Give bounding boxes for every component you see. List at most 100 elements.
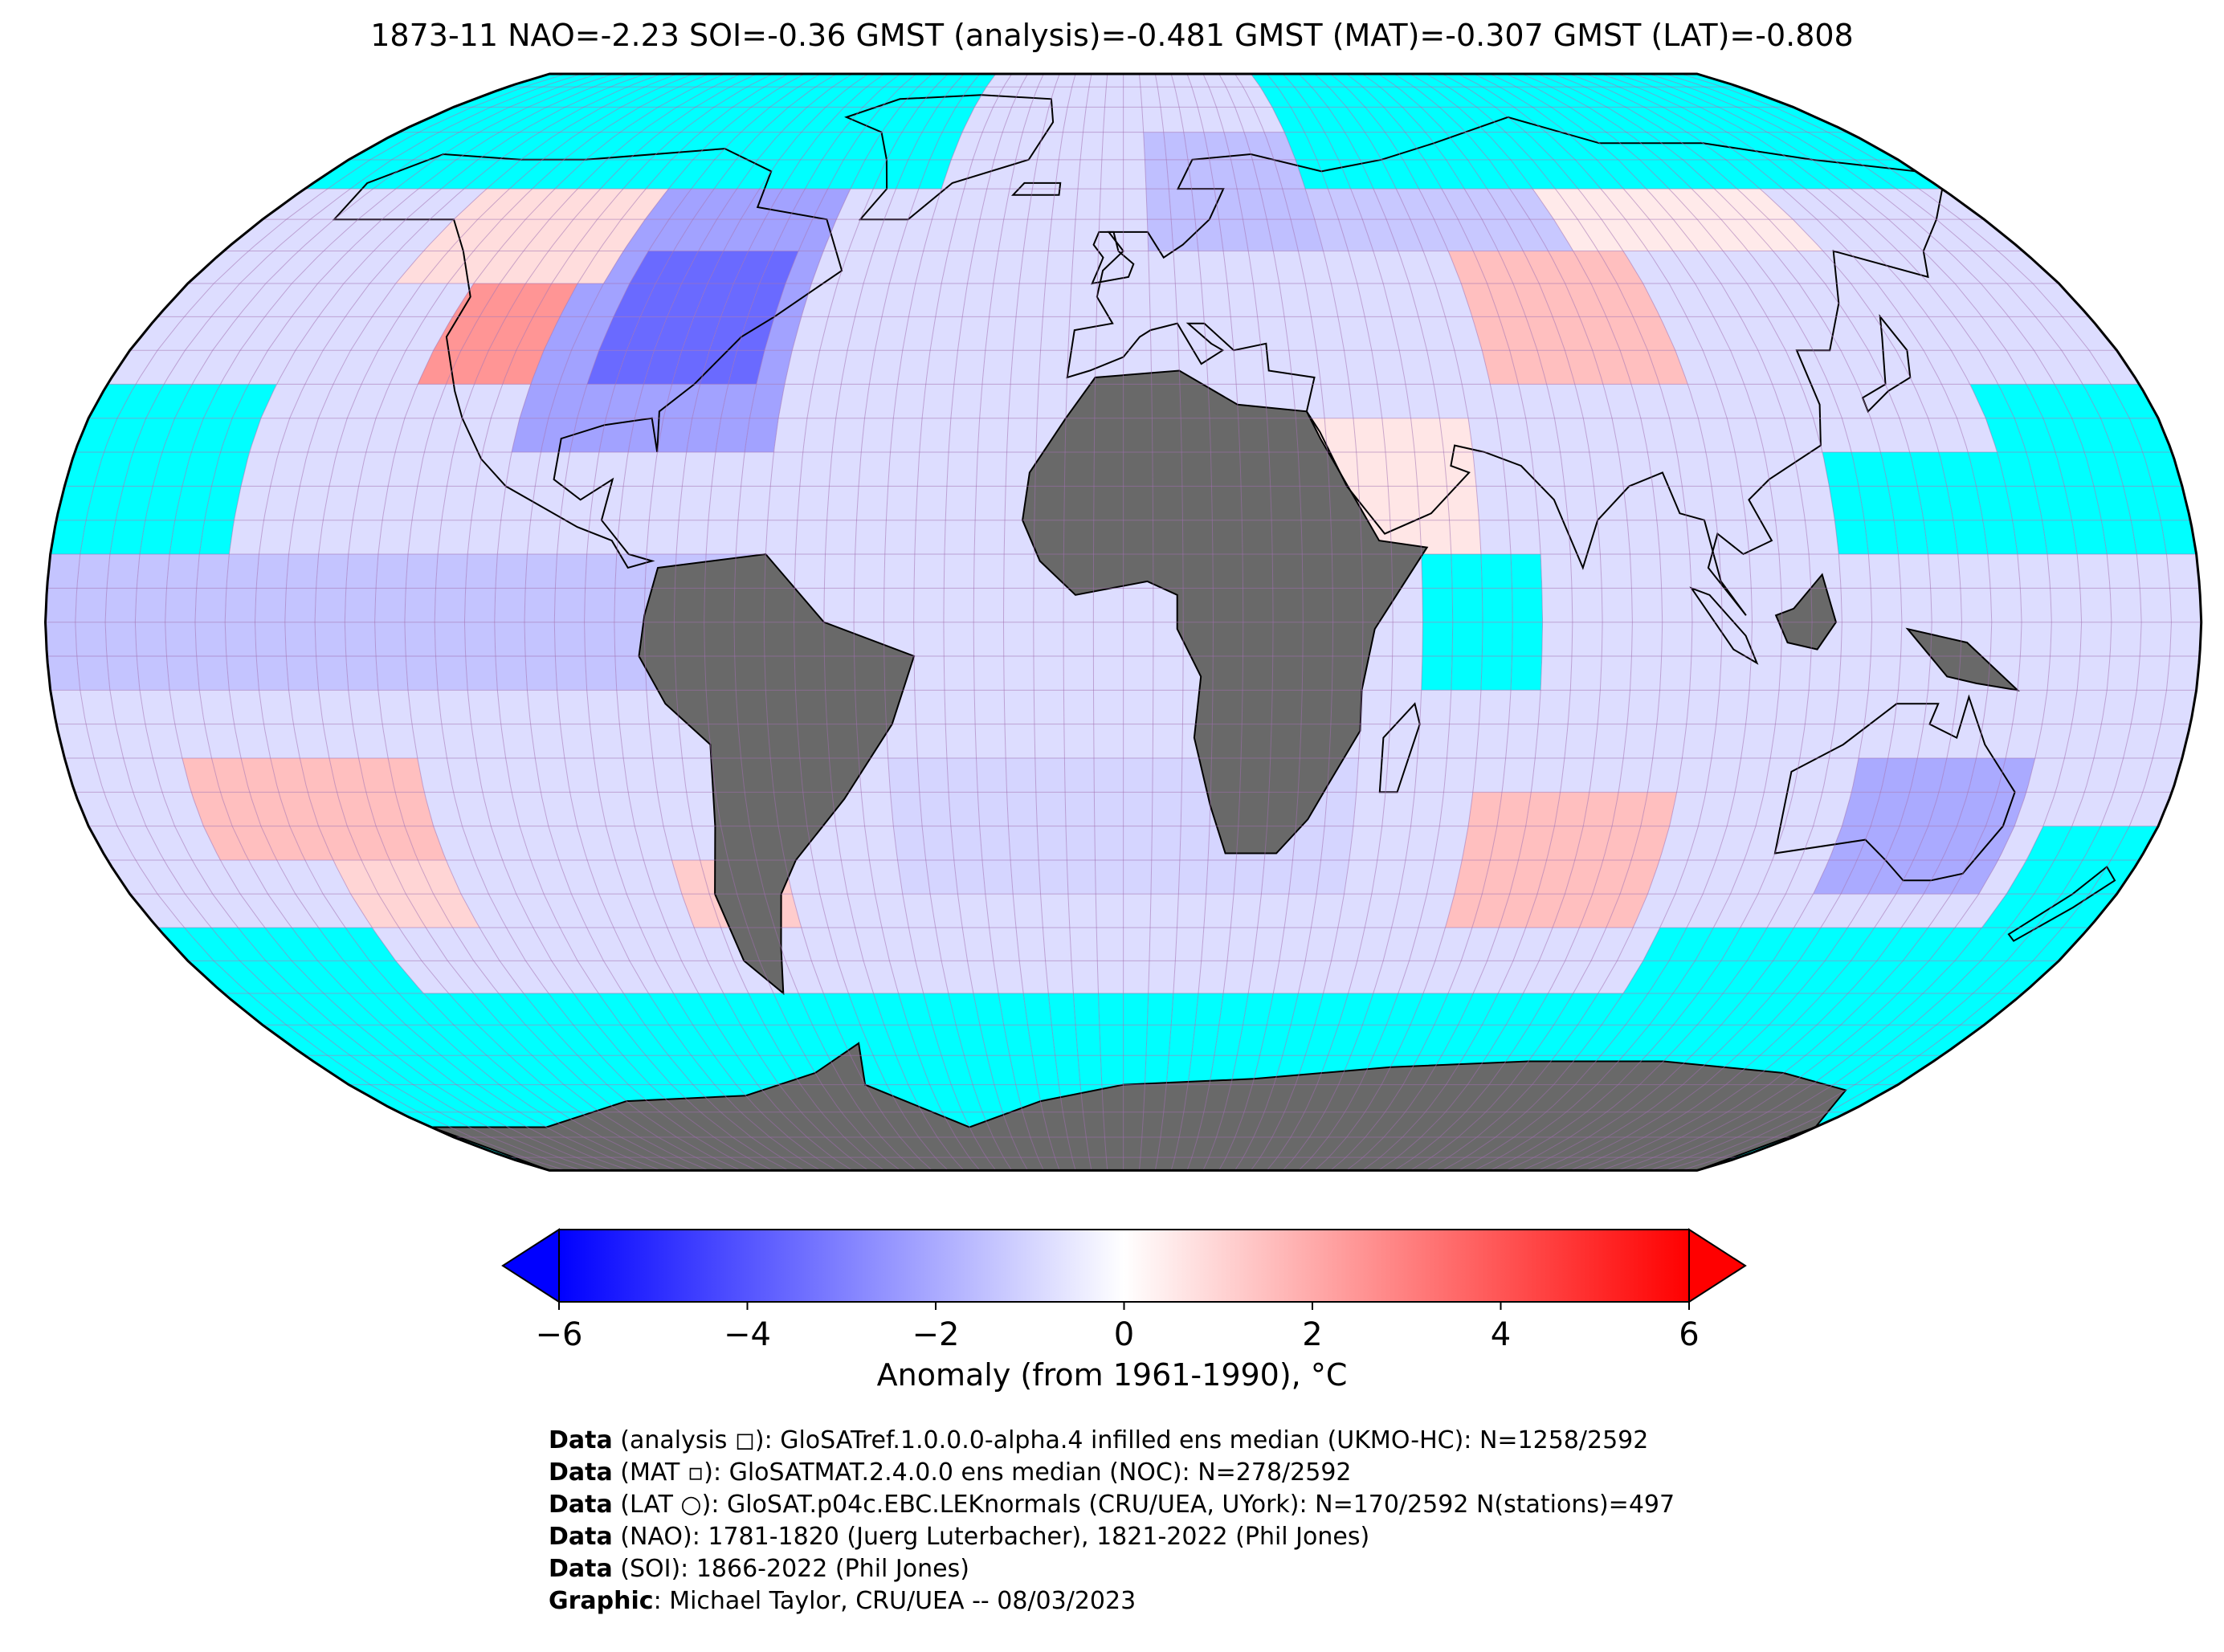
grid-cell	[737, 316, 775, 351]
grid-cell	[1946, 724, 1983, 758]
grid-cell	[1279, 283, 1312, 317]
grid-cell	[1100, 1055, 1124, 1085]
grid-cell	[214, 961, 274, 993]
grid-cell	[873, 219, 908, 251]
grid-cell	[1640, 792, 1677, 826]
grid-cell	[1169, 1025, 1195, 1056]
grid-cell	[1073, 219, 1100, 251]
grid-cell	[1320, 384, 1353, 418]
grid-cell	[1446, 159, 1487, 190]
grid-cell	[1669, 189, 1721, 220]
grid-cell	[212, 316, 265, 351]
grid-cell	[1574, 826, 1613, 860]
grid-cell	[467, 520, 501, 554]
grid-cell	[1402, 159, 1443, 190]
grid-cell	[1735, 758, 1771, 793]
grid-cell	[214, 251, 274, 283]
grid-cell	[1790, 1055, 1851, 1085]
grid-cell	[859, 758, 891, 793]
grid-cell	[1155, 74, 1175, 88]
grid-cell	[1773, 384, 1814, 418]
grid-cell	[953, 860, 985, 895]
grid-cell	[1257, 894, 1289, 928]
grid-cell	[105, 622, 137, 656]
grid-cell	[1578, 189, 1626, 220]
grid-cell	[1461, 928, 1500, 961]
grid-cell	[575, 74, 630, 88]
grid-cell	[406, 656, 439, 691]
grid-cell	[523, 993, 573, 1026]
grid-cell	[463, 159, 521, 190]
grid-cell	[621, 1025, 669, 1056]
grid-cell	[557, 74, 614, 88]
colorbar-tick-label: −2	[912, 1316, 960, 1353]
grid-cell	[658, 87, 712, 108]
grid-cell	[692, 1025, 737, 1056]
grid-cell	[157, 894, 211, 928]
grid-cell	[1564, 724, 1598, 758]
grid-cell	[549, 1025, 601, 1056]
grid-cell	[2055, 384, 2101, 418]
grid-cell	[323, 316, 373, 351]
grid-cell	[1223, 961, 1254, 993]
grid-cell	[1594, 724, 1628, 758]
grid-cell	[1919, 1025, 1985, 1056]
grid-cell	[64, 758, 104, 793]
grid-cell	[174, 486, 212, 520]
grid-cell	[749, 384, 785, 418]
grid-cell	[765, 520, 798, 554]
grid-cell	[343, 961, 398, 993]
grid-cell	[773, 418, 807, 452]
grid-cell	[781, 74, 821, 88]
grid-cell	[109, 690, 145, 724]
grid-cell	[961, 107, 994, 133]
grid-cell	[1206, 350, 1237, 385]
grid-cell	[482, 418, 520, 452]
grid-cell	[1389, 690, 1422, 724]
grid-cell	[944, 656, 975, 691]
grid-cell	[530, 486, 565, 520]
grid-cell	[288, 520, 324, 554]
grid-cell	[1005, 724, 1035, 758]
grid-cell	[1601, 189, 1650, 220]
grid-cell	[307, 418, 348, 452]
grid-cell	[1097, 961, 1124, 993]
grid-cell	[1633, 894, 1675, 928]
grid-cell	[914, 656, 945, 691]
grid-cell	[577, 826, 615, 860]
grid-cell	[1030, 87, 1055, 108]
grid-cell	[1919, 189, 1985, 220]
grid-cell	[1737, 107, 1809, 133]
grid-cell	[1093, 656, 1124, 691]
grid-cell	[418, 860, 461, 895]
grid-cell	[2034, 350, 2083, 385]
grid-cell	[1086, 87, 1107, 108]
grid-cell	[598, 219, 646, 251]
grid-cell	[1868, 554, 1901, 589]
grid-cell	[323, 486, 359, 520]
grid-cell	[1577, 219, 1624, 251]
grid-cell	[382, 189, 441, 220]
grid-cell	[935, 928, 968, 961]
grid-cell	[495, 656, 528, 691]
grid-cell	[1314, 219, 1349, 251]
grid-cell	[832, 74, 869, 88]
grid-cell	[1745, 520, 1779, 554]
grid-cell	[1500, 87, 1552, 108]
grid-cell	[259, 690, 294, 724]
grid-cell	[1149, 928, 1177, 961]
grid-cell	[1346, 74, 1381, 88]
grid-cell	[2026, 452, 2065, 487]
grid-cell	[1876, 1055, 1943, 1085]
grid-cell	[643, 74, 693, 88]
grid-cell	[1669, 283, 1714, 317]
grid-cell	[929, 1084, 962, 1112]
grid-cell	[1288, 860, 1321, 895]
grid-cell	[1779, 554, 1811, 589]
grid-cell	[406, 316, 453, 351]
grid-cell	[1532, 1025, 1578, 1056]
grid-cell	[1700, 107, 1769, 133]
grid-cell	[1721, 622, 1753, 656]
landmass-new-guinea	[1905, 627, 2020, 691]
grid-cell	[1647, 1025, 1698, 1056]
